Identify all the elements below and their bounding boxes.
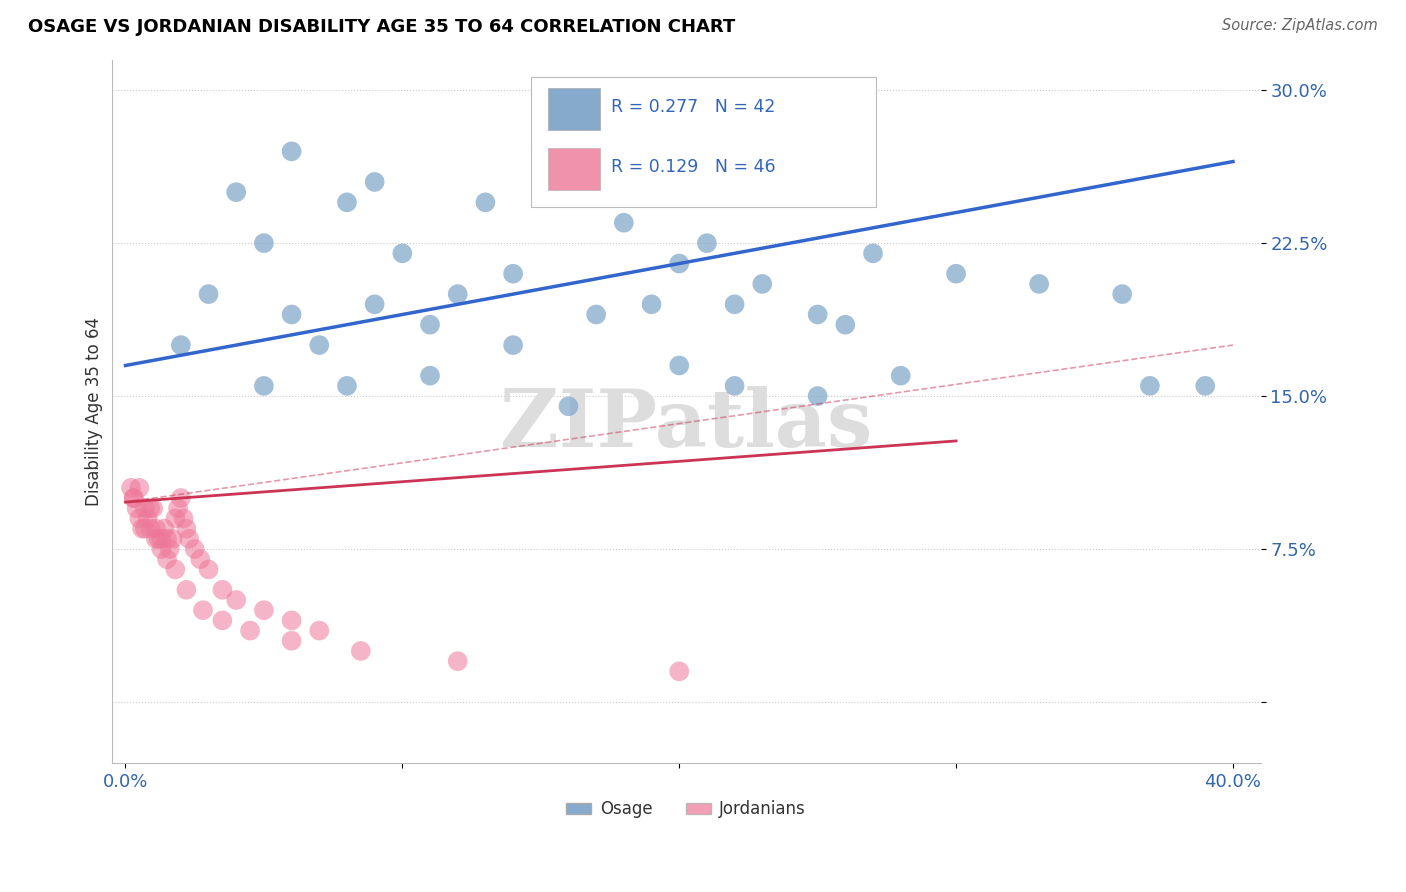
Point <box>165 562 187 576</box>
Point <box>225 593 247 607</box>
Point <box>145 532 167 546</box>
Point <box>188 552 211 566</box>
Point <box>807 389 830 403</box>
Point <box>1111 287 1133 301</box>
Point <box>159 541 181 556</box>
Point <box>1028 277 1050 291</box>
FancyBboxPatch shape <box>548 87 600 130</box>
Point <box>128 511 150 525</box>
Point <box>668 359 690 373</box>
Point <box>170 491 193 505</box>
FancyBboxPatch shape <box>548 147 600 190</box>
Point <box>668 256 690 270</box>
Point <box>419 368 441 383</box>
Point <box>336 195 359 210</box>
Point <box>153 522 176 536</box>
Point <box>179 532 201 546</box>
Point <box>125 501 148 516</box>
Point <box>239 624 262 638</box>
Point <box>502 338 524 352</box>
Point <box>280 145 302 159</box>
Point <box>723 297 745 311</box>
Point <box>183 541 205 556</box>
Point <box>807 308 830 322</box>
Point <box>165 511 187 525</box>
Point <box>751 277 773 291</box>
Point <box>585 308 607 322</box>
Point <box>447 654 470 668</box>
Point <box>156 552 179 566</box>
Text: R = 0.277   N = 42: R = 0.277 N = 42 <box>612 98 776 117</box>
Point <box>862 246 884 260</box>
Point <box>122 491 145 505</box>
Point <box>211 613 233 627</box>
Point <box>139 501 162 516</box>
Point <box>530 145 553 159</box>
Y-axis label: Disability Age 35 to 64: Disability Age 35 to 64 <box>86 317 103 506</box>
Point <box>145 522 167 536</box>
Point <box>167 501 190 516</box>
Point <box>280 633 302 648</box>
Point <box>170 338 193 352</box>
Point <box>253 379 276 393</box>
Point <box>363 297 385 311</box>
Point <box>134 501 156 516</box>
Point <box>945 267 967 281</box>
FancyBboxPatch shape <box>531 78 876 207</box>
Point <box>350 644 373 658</box>
Text: OSAGE VS JORDANIAN DISABILITY AGE 35 TO 64 CORRELATION CHART: OSAGE VS JORDANIAN DISABILITY AGE 35 TO … <box>28 18 735 36</box>
Point <box>128 481 150 495</box>
Point <box>280 613 302 627</box>
Legend: Osage, Jordanians: Osage, Jordanians <box>560 794 813 825</box>
Point <box>336 379 359 393</box>
Point <box>253 236 276 251</box>
Point <box>834 318 856 332</box>
Point <box>197 562 219 576</box>
Point <box>308 338 330 352</box>
Point <box>156 532 179 546</box>
Text: R = 0.129   N = 46: R = 0.129 N = 46 <box>612 158 776 177</box>
Point <box>211 582 233 597</box>
Point <box>225 185 247 199</box>
Point <box>173 511 195 525</box>
Point <box>131 522 153 536</box>
Point <box>136 511 159 525</box>
Point <box>176 522 198 536</box>
Point <box>1139 379 1161 393</box>
Point <box>280 308 302 322</box>
Point <box>253 603 276 617</box>
Point <box>668 665 690 679</box>
Point <box>723 379 745 393</box>
Point <box>162 532 184 546</box>
Point <box>419 318 441 332</box>
Text: ZIPatlas: ZIPatlas <box>501 386 872 465</box>
Point <box>502 267 524 281</box>
Point <box>613 216 636 230</box>
Point <box>447 287 470 301</box>
Point <box>122 491 145 505</box>
Point <box>120 481 142 495</box>
Point <box>197 287 219 301</box>
Point <box>391 246 413 260</box>
Point <box>191 603 214 617</box>
Point <box>134 522 156 536</box>
Point <box>308 624 330 638</box>
Point <box>640 175 662 189</box>
Point <box>640 297 662 311</box>
Point <box>363 175 385 189</box>
Point <box>176 582 198 597</box>
Point <box>557 399 579 413</box>
Point <box>148 532 170 546</box>
Text: Source: ZipAtlas.com: Source: ZipAtlas.com <box>1222 18 1378 33</box>
Point <box>142 501 165 516</box>
Point <box>557 154 579 169</box>
Point <box>890 368 912 383</box>
Point <box>474 195 496 210</box>
Point <box>696 236 718 251</box>
Point <box>139 522 162 536</box>
Point <box>150 541 173 556</box>
Point <box>150 532 173 546</box>
Point <box>1194 379 1216 393</box>
